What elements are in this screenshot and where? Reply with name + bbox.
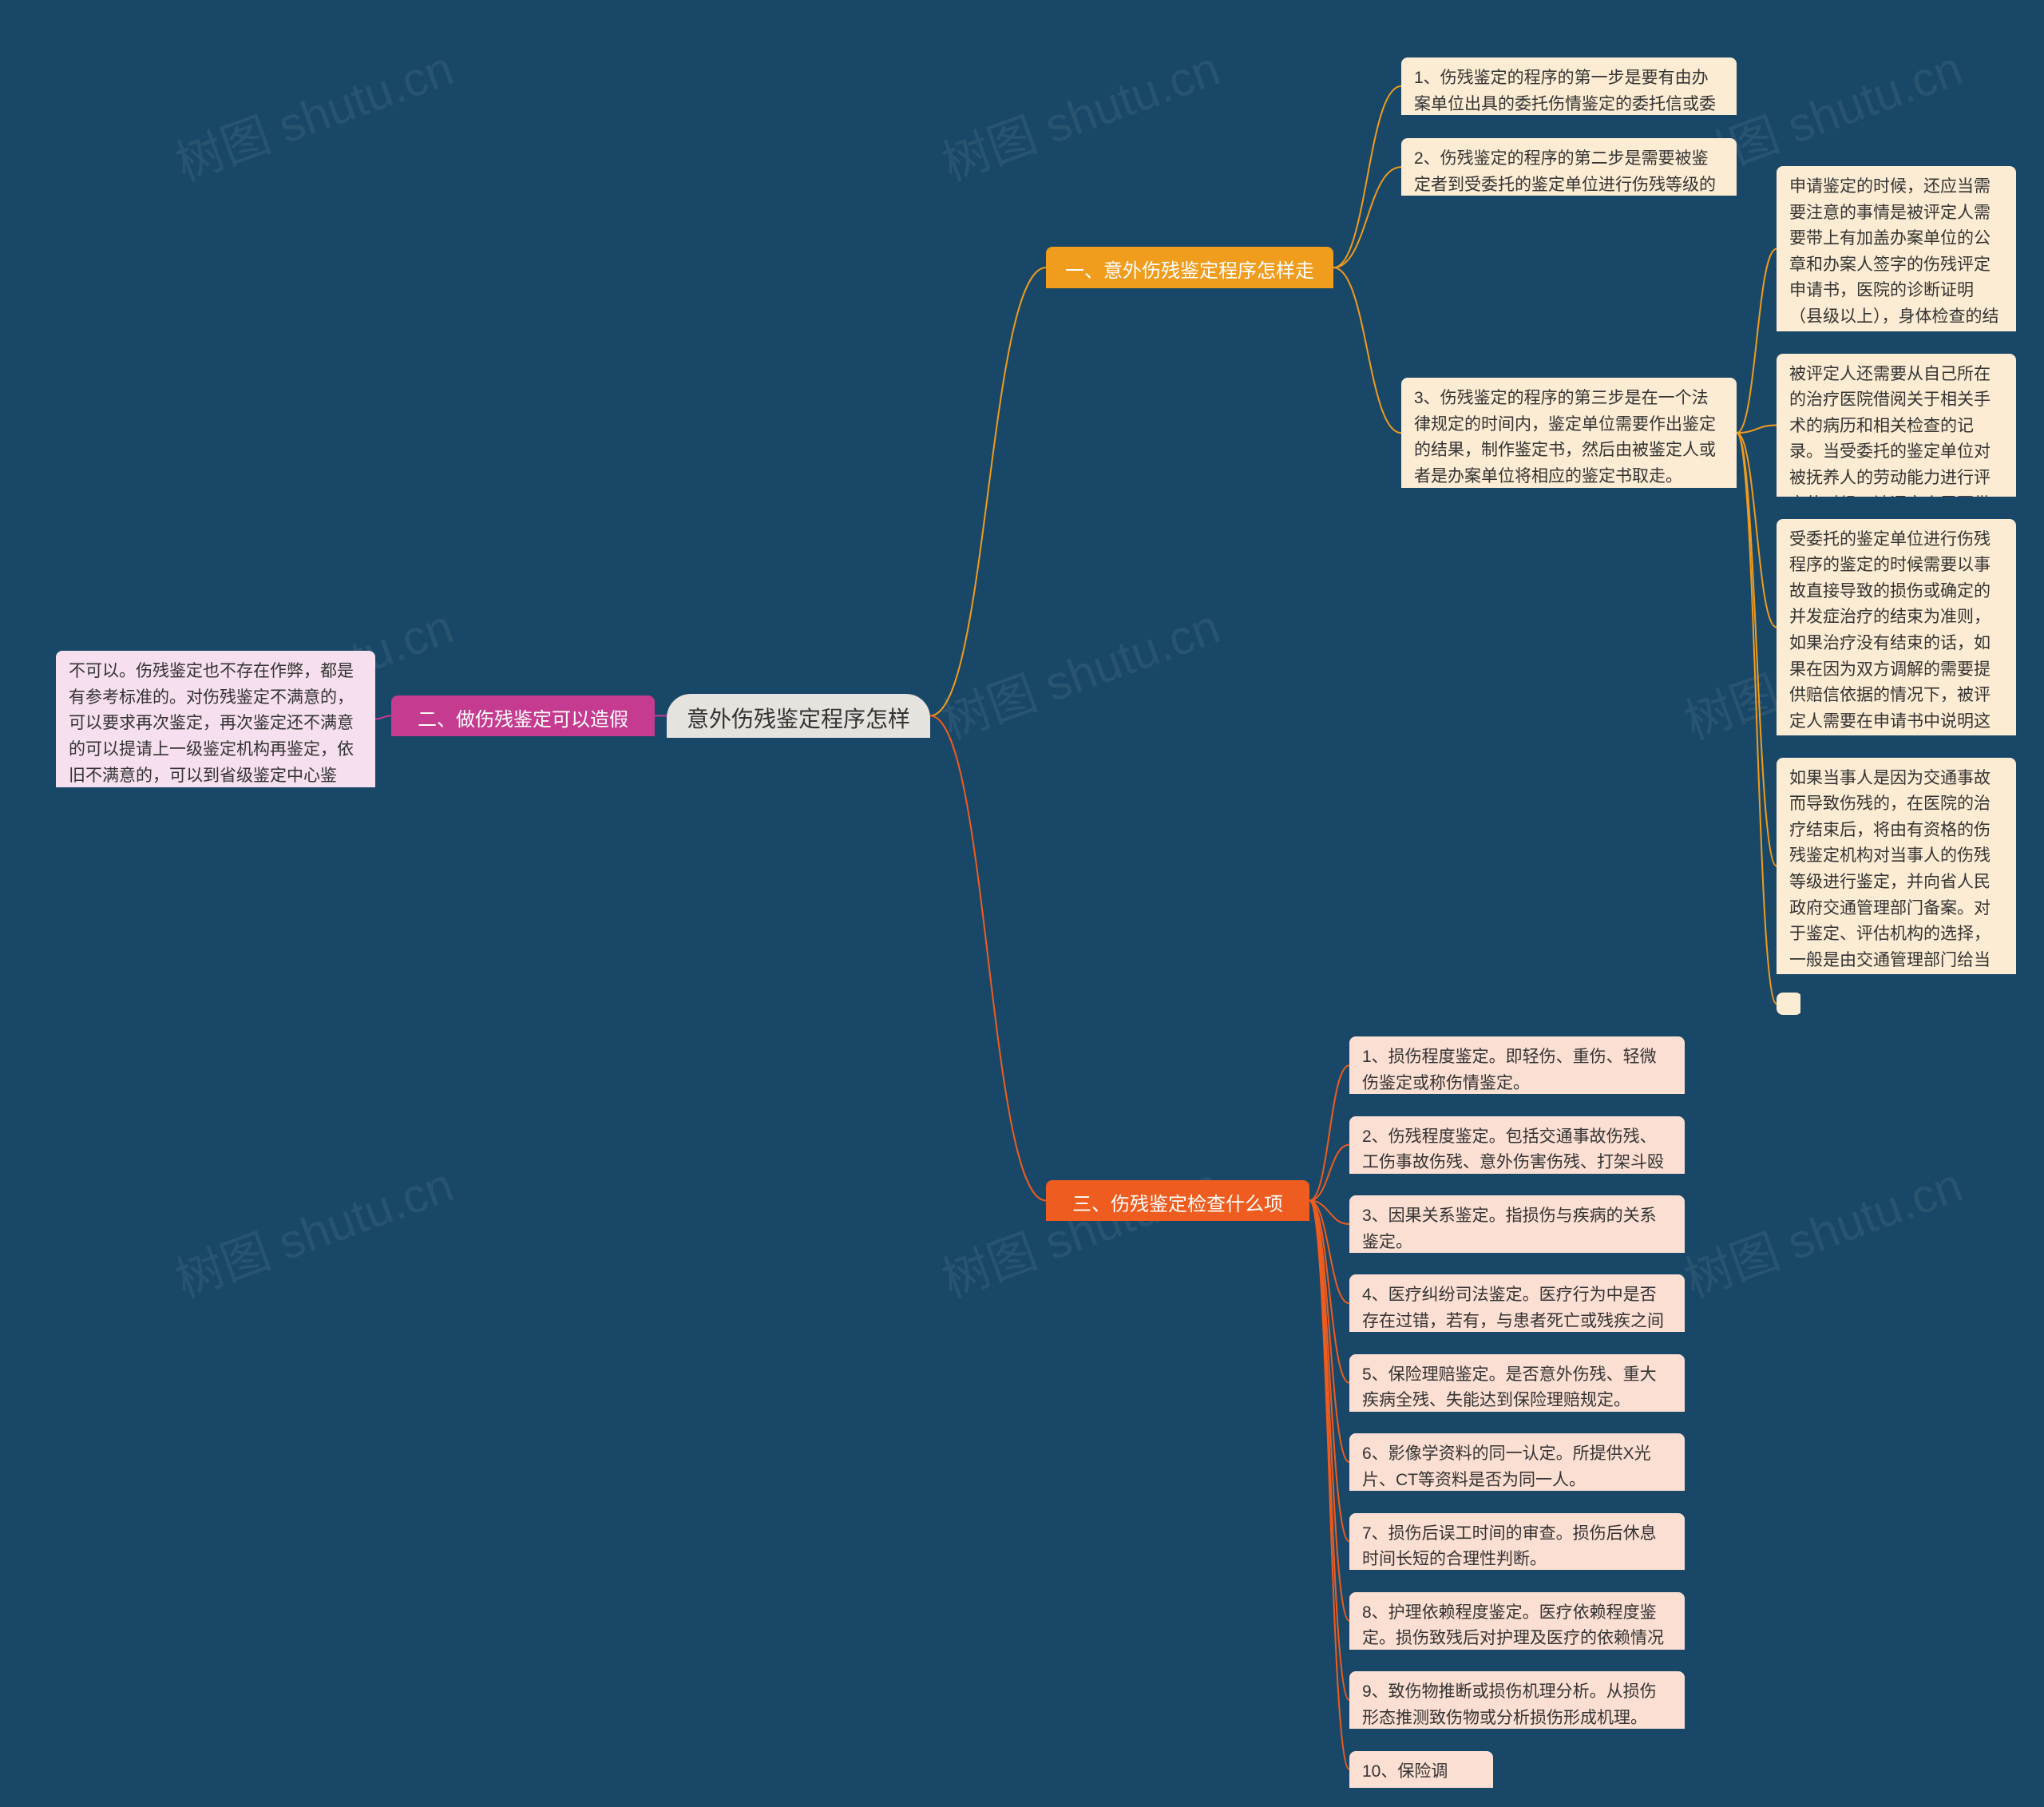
node-l_b1_3[interactable]: 3、伤残鉴定的程序的第三步是在一个法律规定的时间内，鉴定单位需要作出鉴定的结果，… — [1401, 378, 1737, 488]
node-root[interactable]: 意外伤残鉴定程序怎样走 — [667, 694, 930, 738]
node-l_b3_7[interactable]: 7、损伤后误工时间的审查。损伤后休息时间长短的合理性判断。 — [1349, 1513, 1685, 1571]
node-l_b1_3c[interactable]: 受委托的鉴定单位进行伤残程序的鉴定的时候需要以事故直接导致的损伤或确定的并发症治… — [1777, 519, 2016, 735]
node-l_b3_10[interactable]: 10、保险调查。 — [1349, 1751, 1493, 1788]
node-l_b3_5[interactable]: 5、保险理赔鉴定。是否意外伤残、重大疾病全残、失能达到保险理赔规定。 — [1349, 1354, 1685, 1412]
node-b2[interactable]: 二、做伤残鉴定可以造假吗 — [391, 695, 655, 737]
mindmap-canvas: 树图 shutu.cn树图 shutu.cn树图 shutu.cn树图 shut… — [0, 0, 2044, 1807]
node-l_b3_1[interactable]: 1、损伤程度鉴定。即轻伤、重伤、轻微伤鉴定或称伤情鉴定。 — [1349, 1036, 1685, 1094]
node-l_b1_3e[interactable] — [1777, 993, 1800, 1015]
node-b3[interactable]: 三、伤残鉴定检查什么项目 — [1046, 1180, 1309, 1222]
node-l_b3_4[interactable]: 4、医疗纠纷司法鉴定。医疗行为中是否存在过错，若有，与患者死亡或残疾之间的关系。 — [1349, 1274, 1685, 1332]
node-l_b3_2[interactable]: 2、伤残程度鉴定。包括交通事故伤残、工伤事故伤残、意外伤害伤残、打架斗殴伤残。 — [1349, 1116, 1685, 1174]
node-l_b1_3a[interactable]: 申请鉴定的时候，还应当需要注意的事情是被评定人需要带上有加盖办案单位的公章和办案… — [1777, 166, 2016, 331]
node-l_b2_1[interactable]: 不可以。伤残鉴定也不存在作弊，都是有参考标准的。对伤残鉴定不满意的，可以要求再次… — [56, 651, 375, 787]
node-l_b1_2[interactable]: 2、伤残鉴定的程序的第二步是需要被鉴定者到受委托的鉴定单位进行伤残等级的鉴定； — [1401, 138, 1737, 196]
node-l_b1_3d[interactable]: 如果当事人是因为交通事故而导致伤残的，在医院的治疗结束后，将由有资格的伤残鉴定机… — [1777, 758, 2016, 974]
node-l_b1_1[interactable]: 1、伤残鉴定的程序的第一步是要有由办案单位出具的委托伤情鉴定的委托信或委托书； — [1401, 57, 1737, 115]
node-l_b3_3[interactable]: 3、因果关系鉴定。指损伤与疾病的关系鉴定。 — [1349, 1195, 1685, 1253]
node-l_b3_6[interactable]: 6、影像学资料的同一认定。所提供X光片、CT等资料是否为同一人。 — [1349, 1433, 1685, 1491]
node-b1[interactable]: 一、意外伤残鉴定程序怎样走 — [1046, 247, 1333, 288]
node-l_b1_3b[interactable]: 被评定人还需要从自己所在的治疗医院借阅关于相关手术的病历和相关检查的记录。当受委… — [1777, 354, 2016, 497]
node-l_b3_8[interactable]: 8、护理依赖程度鉴定。医疗依赖程度鉴定。损伤致残后对护理及医疗的依赖情况判断。 — [1349, 1592, 1685, 1650]
node-l_b3_9[interactable]: 9、致伤物推断或损伤机理分析。从损伤形态推测致伤物或分析损伤形成机理。 — [1349, 1671, 1685, 1729]
